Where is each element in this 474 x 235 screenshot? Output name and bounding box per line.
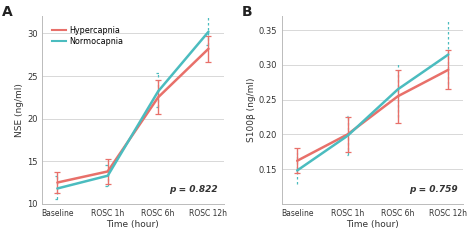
X-axis label: Time (hour): Time (hour) [107, 220, 159, 229]
Legend: Hypercapnia, Normocapnia: Hypercapnia, Normocapnia [50, 24, 125, 48]
Text: B: B [242, 5, 253, 19]
Text: p = 0.759: p = 0.759 [409, 185, 458, 194]
Text: p = 0.822: p = 0.822 [170, 185, 218, 194]
X-axis label: Time (hour): Time (hour) [346, 220, 399, 229]
Text: A: A [2, 5, 13, 19]
Y-axis label: NSE (ng/ml): NSE (ng/ml) [15, 83, 24, 137]
Y-axis label: S100β (ng/ml): S100β (ng/ml) [247, 78, 256, 142]
